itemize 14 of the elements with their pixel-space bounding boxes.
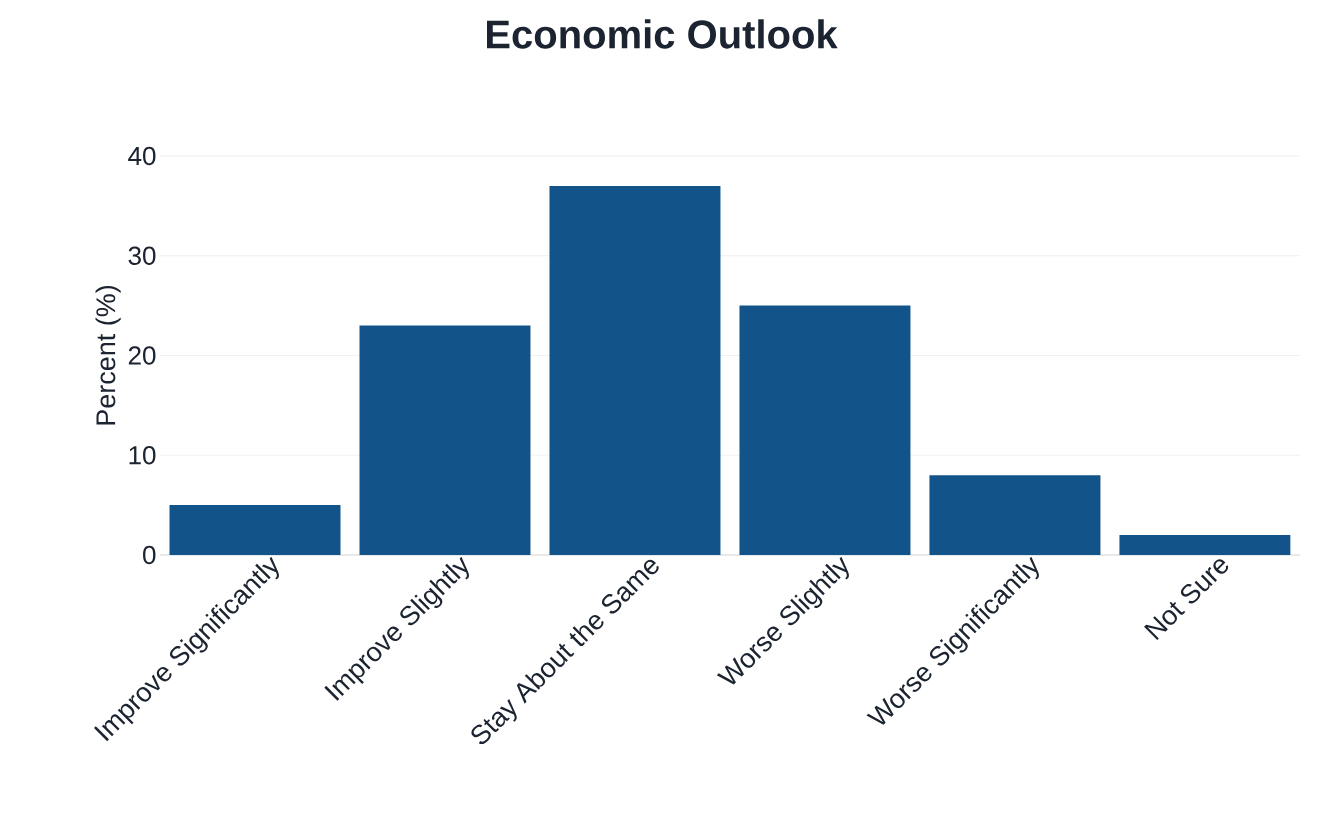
- bar: [169, 505, 341, 555]
- y-tick-label: 30: [128, 246, 156, 265]
- bar: [929, 475, 1101, 555]
- bar: [359, 325, 531, 555]
- y-tick-label: 40: [128, 146, 156, 166]
- y-tick-label: 10: [129, 446, 156, 465]
- bar: [1119, 535, 1291, 555]
- bar: [549, 185, 721, 555]
- y-axis-title: Percent (%): [95, 285, 121, 425]
- chart-title: Economic Outlook: [487, 19, 838, 49]
- bar: [739, 305, 911, 555]
- y-tick-label: 0: [143, 545, 156, 565]
- x-tick-label: Not Sure: [1144, 559, 1229, 641]
- y-tick-label: 20: [128, 346, 156, 365]
